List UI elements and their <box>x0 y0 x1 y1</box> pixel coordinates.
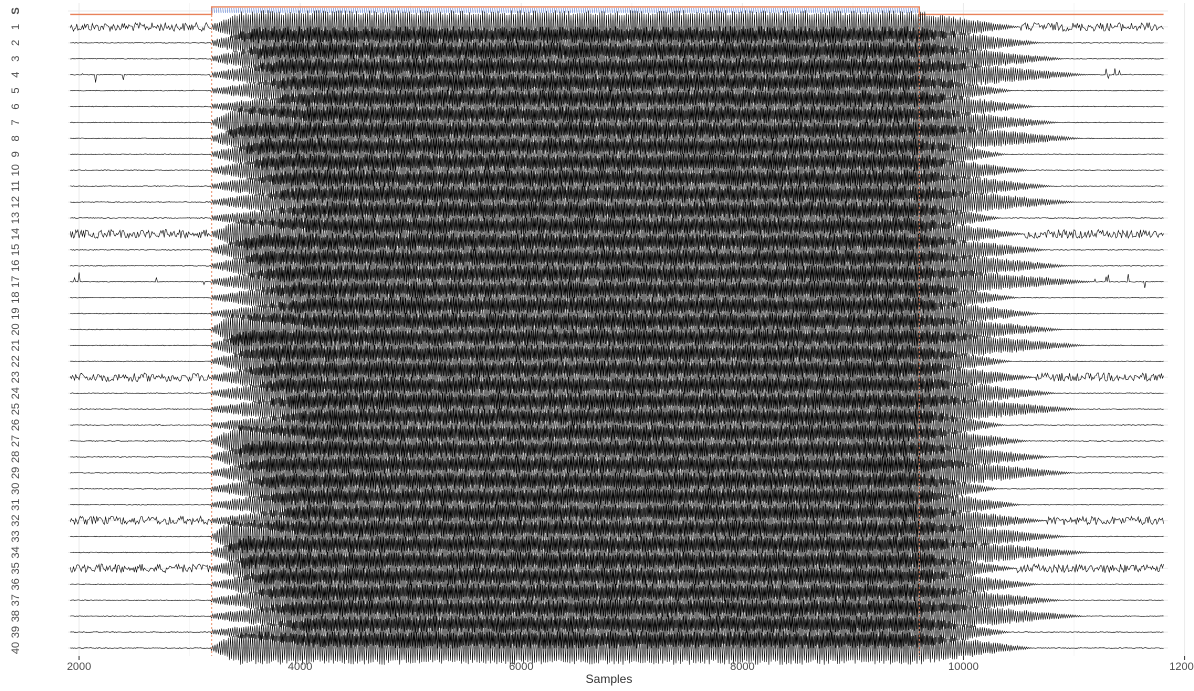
stimulus-pulses <box>211 7 918 13</box>
channel-trace-29 <box>70 456 1164 490</box>
channel-label: 27 <box>10 435 22 447</box>
channel-trace-15 <box>70 233 1164 267</box>
channel-trace-9 <box>70 137 1164 172</box>
x-tick-label: 10000 <box>948 661 979 673</box>
channel-trace-25 <box>70 392 1164 426</box>
channel-trace-14 <box>69 217 1164 251</box>
channel-trace-7 <box>70 105 1164 140</box>
channel-label: 17 <box>10 276 22 288</box>
channel-trace-39 <box>70 615 1164 649</box>
channel-label: 40 <box>10 642 22 654</box>
channel-trace-1 <box>69 10 1164 44</box>
channel-trace-13 <box>70 201 1164 235</box>
channel-trace-21 <box>70 328 1164 363</box>
channel-trace-31 <box>70 487 1164 522</box>
channel-trace-27 <box>70 424 1164 458</box>
channel-label: 15 <box>10 244 22 256</box>
x-tick-label: 6000 <box>509 661 533 673</box>
channel-trace-34 <box>70 535 1164 570</box>
channel-trace-37 <box>70 583 1164 618</box>
channel-label: 39 <box>10 626 22 638</box>
channel-label: 3 <box>10 56 22 62</box>
channel-trace-8 <box>70 121 1164 156</box>
stimulus-label: S <box>10 7 22 14</box>
stimulus-step-line <box>70 6 1164 16</box>
channel-label: 31 <box>10 499 22 511</box>
x-tick-label: 4000 <box>288 661 312 673</box>
channel-label: 20 <box>10 323 22 335</box>
channel-label: 34 <box>10 546 22 558</box>
channel-trace-38 <box>70 599 1164 633</box>
channel-trace-32 <box>69 503 1164 538</box>
channel-trace-6 <box>70 89 1164 124</box>
channel-trace-3 <box>70 41 1164 76</box>
channel-label: 6 <box>10 103 22 109</box>
channel-trace-28 <box>70 440 1164 474</box>
channel-trace-12 <box>70 185 1164 219</box>
channel-label: 24 <box>10 387 22 399</box>
channel-label: 37 <box>10 594 22 606</box>
channel-label: 1 <box>10 24 22 30</box>
channel-label: 36 <box>10 578 22 590</box>
channel-labels: S123456789101112131415161718192021222324… <box>10 7 22 654</box>
channel-label: 23 <box>10 371 22 383</box>
channel-label: 9 <box>10 151 22 157</box>
x-tick-label: 2000 <box>67 661 91 673</box>
channel-trace-4 <box>70 57 1164 92</box>
channel-trace-23 <box>69 360 1164 395</box>
channel-label: 16 <box>10 260 22 272</box>
channel-trace-36 <box>70 567 1164 602</box>
channel-label: 11 <box>10 180 22 191</box>
channel-trace-33 <box>70 519 1164 554</box>
channel-label: 21 <box>10 339 22 351</box>
x-axis-ticks: 2000 4000 6000 8000 10000 12000 <box>67 656 1194 673</box>
channel-label: 7 <box>10 119 22 125</box>
channel-label: 26 <box>10 419 22 431</box>
channel-label: 35 <box>10 562 22 574</box>
stimulus-markers <box>211 10 920 656</box>
channel-label: 22 <box>10 355 22 367</box>
x-tick-label: 8000 <box>730 661 754 673</box>
channel-trace-26 <box>70 408 1164 442</box>
channel-label: 12 <box>10 196 22 208</box>
channel-trace-11 <box>70 169 1164 203</box>
stimulus-track <box>70 6 1164 16</box>
channel-label: 18 <box>10 292 22 304</box>
channel-label: 38 <box>10 610 22 622</box>
channel-label: 14 <box>10 228 22 240</box>
channel-label: 8 <box>10 135 22 141</box>
channel-label: 5 <box>10 88 22 94</box>
channel-trace-16 <box>70 249 1164 283</box>
channel-trace-22 <box>70 344 1164 379</box>
x-axis-title: Samples <box>586 672 633 686</box>
channel-label: 32 <box>10 514 22 526</box>
channel-label: 2 <box>10 40 22 46</box>
channel-trace-30 <box>70 472 1164 506</box>
x-tick-label: 12000 <box>1169 661 1194 673</box>
channel-trace-35 <box>69 551 1164 586</box>
channel-trace-40 <box>70 631 1164 665</box>
channel-label: 19 <box>10 307 22 319</box>
channel-trace-20 <box>70 312 1164 347</box>
channel-label: 29 <box>10 467 22 479</box>
channel-trace-18 <box>70 280 1164 315</box>
channel-label: 13 <box>10 212 22 224</box>
channel-trace-19 <box>70 296 1164 331</box>
channel-label: 33 <box>10 530 22 542</box>
channel-trace-2 <box>70 26 1164 60</box>
channel-trace-17 <box>70 264 1164 299</box>
channel-trace-10 <box>70 153 1164 188</box>
channel-trace-5 <box>70 73 1164 108</box>
channel-label: 4 <box>10 72 22 78</box>
channel-label: 30 <box>10 483 22 495</box>
channel-trace-24 <box>70 376 1164 410</box>
channel-label: 25 <box>10 403 22 415</box>
channel-label: 10 <box>10 164 22 176</box>
channel-label: 28 <box>10 451 22 463</box>
channel-traces <box>69 10 1164 665</box>
